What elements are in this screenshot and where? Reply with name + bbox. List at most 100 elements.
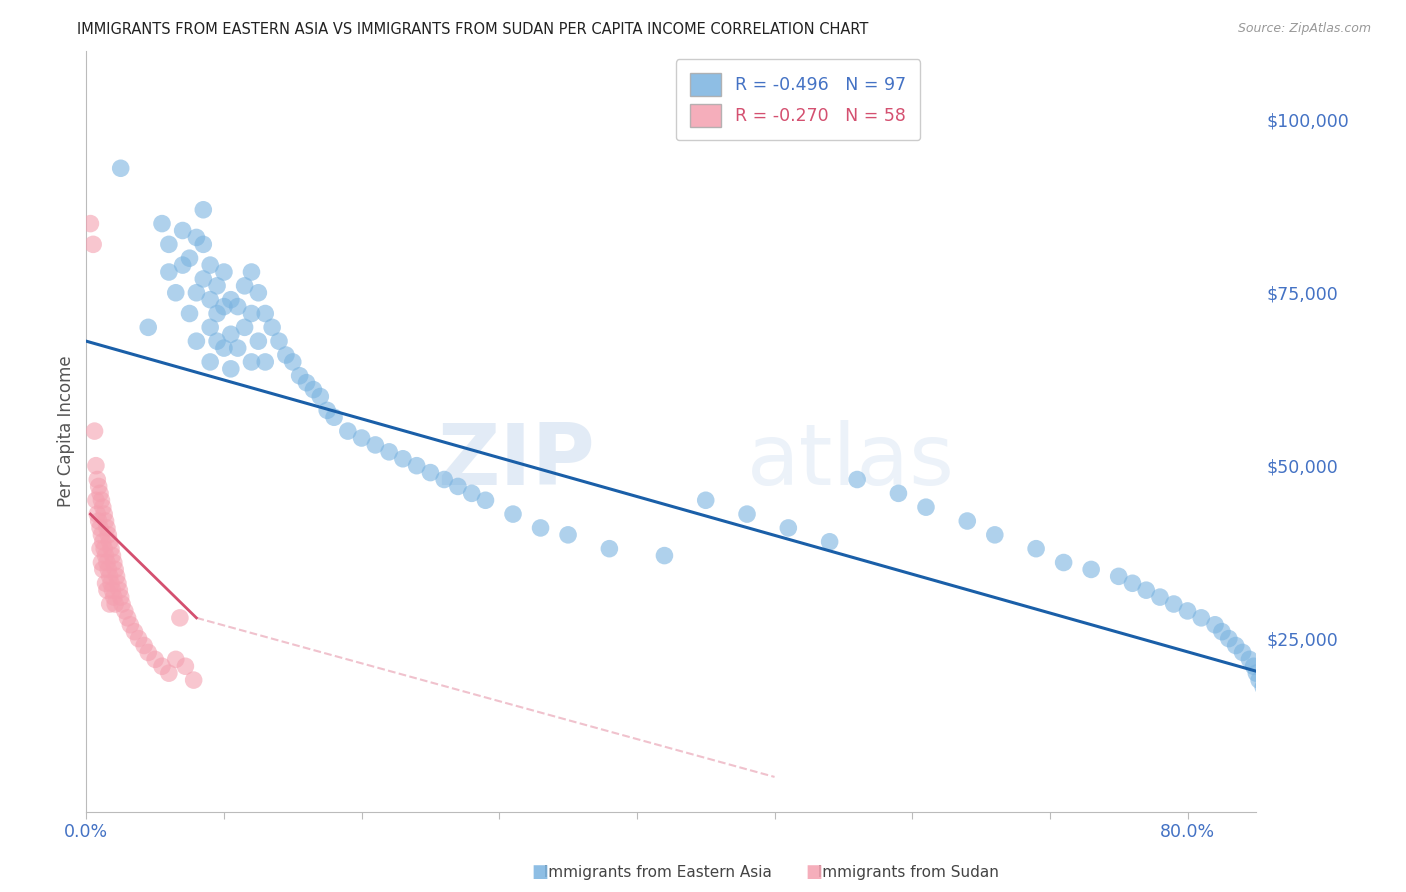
Point [103,590,125,604]
Point [90,493,112,508]
Point [104,562,127,576]
Point [254,306,277,320]
Point [87,514,110,528]
Point [86,507,108,521]
Point [90,528,112,542]
Point [91,562,114,576]
Point [91,500,114,515]
Point [84,458,107,473]
Point [98,597,121,611]
Point [654,549,676,563]
Text: Immigrants from Sudan: Immigrants from Sudan [808,865,1000,880]
Point [165,652,187,666]
Point [198,320,221,334]
Point [89,541,111,556]
Point [212,265,235,279]
Text: IMMIGRANTS FROM EASTERN ASIA VS IMMIGRANTS FROM SUDAN PER CAPITA INCOME CORRELAT: IMMIGRANTS FROM EASTERN ASIA VS IMMIGRAN… [77,22,869,37]
Point [86,473,108,487]
Point [219,327,242,342]
Point [98,534,121,549]
Point [90,556,112,570]
Point [1239,652,1261,666]
Point [169,611,191,625]
Point [1251,680,1274,694]
Point [1243,659,1265,673]
Point [97,528,120,542]
Text: Immigrants from Eastern Asia: Immigrants from Eastern Asia [534,865,772,880]
Point [984,528,1007,542]
Point [247,334,270,348]
Point [247,285,270,300]
Point [557,528,579,542]
Point [219,293,242,307]
Point [183,673,205,687]
Point [309,390,332,404]
Point [350,431,373,445]
Point [316,403,339,417]
Point [136,320,159,334]
Point [288,368,311,383]
Point [419,466,441,480]
Point [233,278,256,293]
Point [143,652,166,666]
Point [93,541,115,556]
Point [598,541,620,556]
Text: Source: ZipAtlas.com: Source: ZipAtlas.com [1237,22,1371,36]
Point [110,590,132,604]
Point [157,237,180,252]
Point [186,230,208,244]
Point [172,223,194,237]
Point [1025,541,1047,556]
Point [364,438,387,452]
Point [1249,673,1271,687]
Point [186,334,208,348]
Point [101,549,124,563]
Point [83,424,105,438]
Point [262,320,284,334]
Point [1121,576,1143,591]
Point [91,534,114,549]
Point [96,583,118,598]
Point [193,272,215,286]
Point [1256,687,1278,701]
Point [1189,611,1212,625]
Point [502,507,524,521]
Point [956,514,979,528]
Point [150,659,173,673]
Point [97,562,120,576]
Point [98,569,121,583]
Text: ■: ■ [531,863,548,881]
Point [274,348,297,362]
Point [695,493,717,508]
Point [1232,645,1254,659]
Point [136,645,159,659]
Point [205,334,228,348]
Point [111,597,134,611]
Point [336,424,359,438]
Point [117,611,139,625]
Point [94,514,117,528]
Point [93,507,115,521]
Point [1177,604,1199,618]
Point [157,265,180,279]
Point [150,217,173,231]
Point [1211,624,1233,639]
Point [193,237,215,252]
Point [226,300,249,314]
Text: ■: ■ [806,863,823,881]
Point [281,355,304,369]
Point [1218,632,1240,646]
Point [110,161,132,176]
Point [1108,569,1130,583]
Point [94,576,117,591]
Point [226,341,249,355]
Point [302,383,325,397]
Point [179,251,201,265]
Point [114,604,136,618]
Point [735,507,758,521]
Point [205,278,228,293]
Point [165,285,187,300]
Point [433,473,456,487]
Point [132,639,155,653]
Point [1135,583,1157,598]
